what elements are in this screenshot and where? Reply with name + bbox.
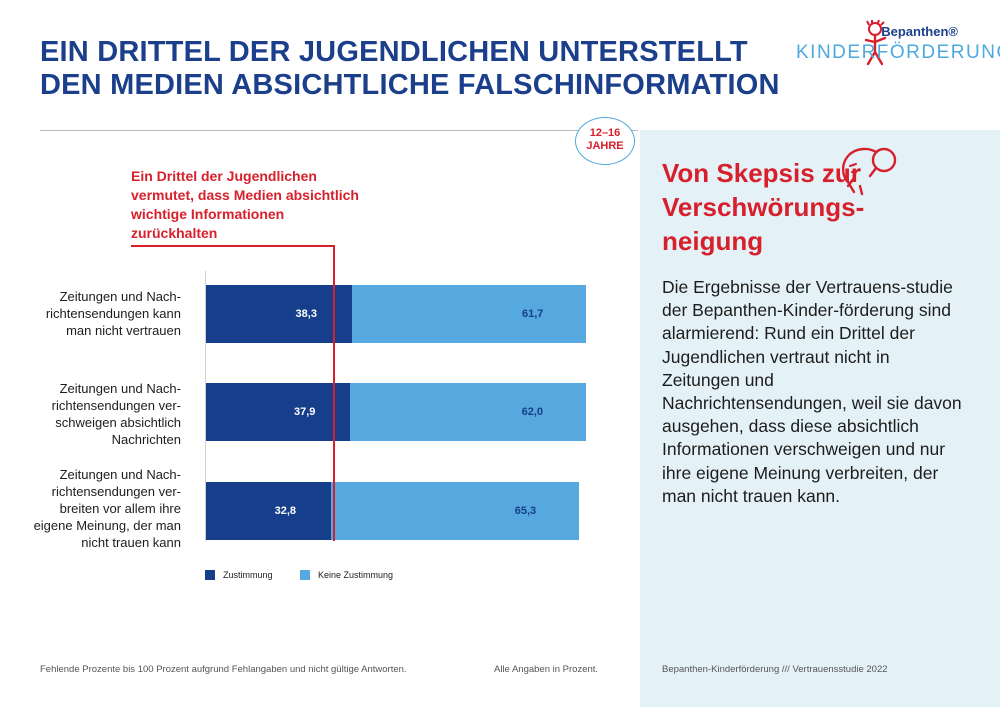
- legend-label-disagree: Keine Zustimmung: [318, 570, 394, 580]
- bar-disagree: [351, 285, 586, 343]
- reference-line: [333, 245, 335, 541]
- category-label: Zeitungen und Nach-richtensendungen ver-…: [33, 467, 181, 550]
- bar-agree: [206, 482, 331, 540]
- bar-value-agree: 38,3: [295, 308, 317, 320]
- category-label: Zeitungen und Nach-richtensendungen ver-…: [51, 381, 181, 447]
- legend-swatch-agree: [205, 570, 215, 580]
- age-badge: 12–16 JAHRE: [575, 117, 635, 165]
- chart-axis: [205, 271, 206, 541]
- bar-value-disagree: 65,3: [514, 505, 537, 517]
- legend-label-agree: Zustimmung: [223, 570, 273, 580]
- side-body: Die Ergebnisse der Vertrauens-studie der…: [662, 277, 962, 506]
- bar-disagree: [330, 482, 579, 540]
- category-label: Zeitungen und Nach-richtensendungen kann…: [45, 289, 181, 338]
- bar-value-agree: 32,8: [274, 505, 297, 517]
- legend-swatch-disagree: [300, 570, 310, 580]
- age-range: 12–16: [589, 127, 621, 139]
- logo: Bepanthen® KINDERFÖRDERUNG: [796, 20, 1000, 70]
- footnote-missing: Fehlende Prozente bis 100 Prozent aufgru…: [40, 664, 407, 675]
- bar-agree: [206, 383, 351, 441]
- bar-value-disagree: 62,0: [521, 406, 544, 418]
- side-heading: Von Skepsis zur Verschwörungs-neigung: [662, 158, 865, 256]
- legend-item-agree: Zustimmung: [205, 570, 273, 580]
- footnote-units: Alle Angaben in Prozent.: [494, 664, 599, 675]
- logo-brand: Bepanthen®: [881, 24, 958, 39]
- age-unit: JAHRE: [586, 140, 624, 152]
- annotation-underline: [131, 245, 334, 247]
- thinking-head-icon: [841, 147, 897, 196]
- legend-item-disagree: Keine Zustimmung: [300, 570, 393, 580]
- logo-program: KINDERFÖRDERUNG: [796, 42, 1000, 63]
- chart-annotation: Ein Drittel der Jugendlichen vermutet, d…: [131, 168, 359, 241]
- bar-value-disagree: 61,7: [522, 308, 544, 320]
- footnote-source: Bepanthen-Kinderförderung /// Vertrauens…: [662, 664, 888, 675]
- child-mascot-icon: [864, 20, 887, 66]
- header-divider: [40, 130, 638, 131]
- bar-agree: [206, 285, 352, 343]
- page-title: EIN DRITTEL DER JUGENDLICHEN UNTERSTELLT…: [40, 36, 780, 101]
- bar-value-agree: 37,9: [294, 406, 316, 418]
- side-panel: [640, 130, 1000, 707]
- bar-disagree: [350, 383, 586, 441]
